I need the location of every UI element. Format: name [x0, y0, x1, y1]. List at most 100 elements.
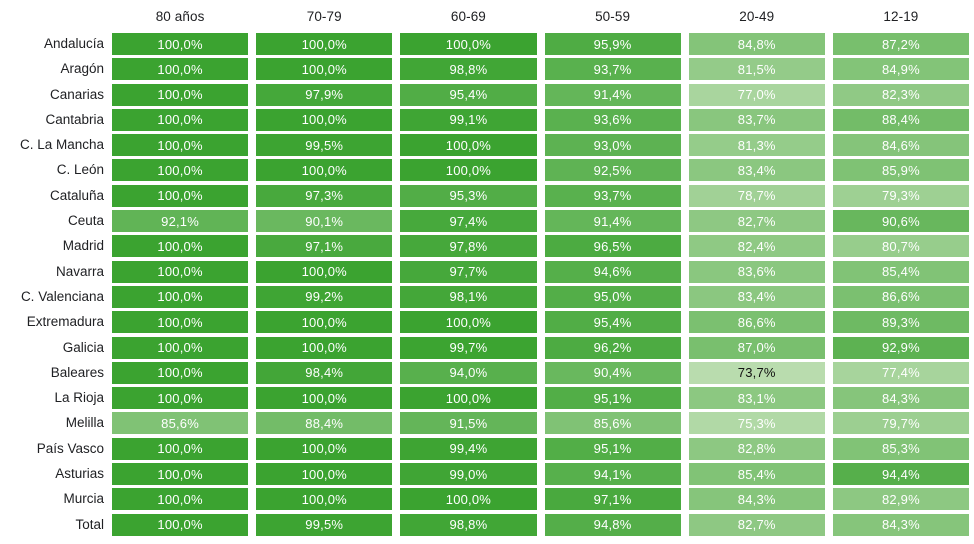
heatmap-cell: 95,4% — [544, 311, 681, 334]
heatmap-cell: 100,0% — [256, 437, 393, 460]
heatmap-cell: 100,0% — [256, 159, 393, 182]
heatmap-cell: 100,0% — [112, 159, 249, 182]
heatmap-cell: 91,5% — [400, 412, 537, 435]
table-row: Andalucía 100,0% 100,0% 100,0% 95,9% 84,8% 87,… — [0, 33, 969, 55]
heatmap-cell: 85,6% — [544, 412, 681, 435]
heatmap-cell: 97,4% — [400, 210, 537, 233]
table-row: C. León 100,0% 100,0% 100,0% 92,5% 83,4% 85,9% — [0, 159, 969, 182]
row-label: Asturias — [55, 466, 104, 482]
heatmap-cell: 100,0% — [112, 285, 249, 308]
heatmap-cell: 96,5% — [544, 235, 681, 258]
heatmap-cell: 97,1% — [256, 235, 393, 258]
heatmap-cell: 95,1% — [544, 387, 681, 410]
heatmap-cell: 100,0% — [256, 336, 393, 359]
heatmap-cell: 100,0% — [256, 33, 393, 55]
column-header-4: 50-59 — [595, 9, 631, 24]
heatmap-cell: 100,0% — [400, 311, 537, 334]
heatmap-cell: 94,0% — [400, 361, 537, 384]
table-row: Baleares 100,0% 98,4% 94,0% 90,4% 73,7% 77,4% — [0, 361, 969, 384]
heatmap-cell: 100,0% — [256, 58, 393, 81]
heatmap-cell: 100,0% — [112, 83, 249, 106]
heatmap-cell: 94,8% — [544, 513, 681, 536]
heatmap-cell: 99,7% — [400, 336, 537, 359]
row-label: C. León — [56, 162, 104, 178]
heatmap-cell: 88,4% — [256, 412, 393, 435]
heatmap-cell: 99,1% — [400, 108, 537, 131]
heatmap-cell: 98,1% — [400, 285, 537, 308]
heatmap-cell: 96,2% — [544, 336, 681, 359]
heatmap-cell: 100,0% — [112, 437, 249, 460]
row-label: Navarra — [55, 263, 104, 279]
heatmap-cell: 86,6% — [832, 285, 969, 308]
heatmap-cell: 100,0% — [112, 513, 249, 536]
heatmap-cell: 100,0% — [112, 336, 249, 359]
column-header-2: 70-79 — [306, 9, 342, 24]
heatmap-cell: 84,8% — [688, 33, 825, 55]
heatmap-cell: 100,0% — [112, 488, 249, 511]
table-row: Asturias 100,0% 100,0% 99,0% 94,1% 85,4% 94,4% — [0, 463, 969, 486]
heatmap-cell: 85,6% — [112, 412, 249, 435]
heatmap-cell: 93,7% — [544, 58, 681, 81]
heatmap-cell: 95,9% — [544, 33, 681, 55]
heatmap-cell: 90,4% — [544, 361, 681, 384]
column-header-5: 20-49 — [739, 9, 775, 24]
heatmap-body: Andalucía 100,0% 100,0% 100,0% 95,9% 84,8% 87,… — [0, 33, 969, 536]
heatmap-cell: 100,0% — [112, 134, 249, 157]
heatmap-cell: 100,0% — [256, 108, 393, 131]
table-row: La Rioja 100,0% 100,0% 100,0% 95,1% 83,1% 84,3… — [0, 387, 969, 410]
table-row: Navarra 100,0% 100,0% 97,7% 94,6% 83,6% 85,4% — [0, 260, 969, 283]
heatmap-cell: 84,9% — [832, 58, 969, 81]
heatmap-cell: 100,0% — [256, 463, 393, 486]
heatmap-cell: 98,8% — [400, 58, 537, 81]
heatmap-cell: 100,0% — [112, 361, 249, 384]
heatmap-cell: 83,4% — [688, 285, 825, 308]
heatmap-cell: 100,0% — [400, 134, 537, 157]
heatmap-cell: 99,5% — [256, 134, 393, 157]
heatmap-cell: 79,7% — [832, 412, 969, 435]
heatmap-cell: 82,9% — [832, 488, 969, 511]
heatmap-cell: 87,2% — [832, 33, 969, 55]
heatmap-cell: 99,0% — [400, 463, 537, 486]
heatmap-cell: 85,4% — [688, 463, 825, 486]
heatmap-cell: 100,0% — [112, 463, 249, 486]
heatmap-cell: 83,1% — [688, 387, 825, 410]
table-row: Extremadura 100,0% 100,0% 100,0% 95,4% 86,6% 8… — [0, 311, 969, 334]
table-row: Ceuta 92,1% 90,1% 97,4% 91,4% 82,7% 90,6% — [0, 210, 969, 233]
row-label: Madrid — [62, 238, 104, 254]
row-label: Aragón — [60, 61, 104, 77]
heatmap-cell: 100,0% — [400, 488, 537, 511]
heatmap-cell: 82,7% — [688, 210, 825, 233]
row-label: Melilla — [65, 415, 104, 431]
heatmap-cell: 99,2% — [256, 285, 393, 308]
table-row: C. Valenciana 100,0% 99,2% 98,1% 95,0% 83,4% 8… — [0, 285, 969, 308]
heatmap-cell: 78,7% — [688, 184, 825, 207]
heatmap-cell: 93,7% — [544, 184, 681, 207]
row-label: Total — [75, 516, 104, 532]
heatmap-cell: 95,3% — [400, 184, 537, 207]
heatmap-cell: 89,3% — [832, 311, 969, 334]
row-label: Galicia — [62, 339, 104, 355]
heatmap-cell: 93,6% — [544, 108, 681, 131]
heatmap-cell: 83,7% — [688, 108, 825, 131]
heatmap-cell: 92,5% — [544, 159, 681, 182]
heatmap-cell: 90,1% — [256, 210, 393, 233]
row-label: Baleares — [50, 364, 104, 380]
heatmap-cell: 86,6% — [688, 311, 825, 334]
heatmap-cell: 84,3% — [688, 488, 825, 511]
heatmap-cell: 82,8% — [688, 437, 825, 460]
heatmap-cell: 92,9% — [832, 336, 969, 359]
heatmap-cell: 94,4% — [832, 463, 969, 486]
heatmap-cell: 100,0% — [400, 159, 537, 182]
heatmap-cell: 95,0% — [544, 285, 681, 308]
heatmap-cell: 97,3% — [256, 184, 393, 207]
heatmap-cell: 90,6% — [832, 210, 969, 233]
heatmap-cell: 97,9% — [256, 83, 393, 106]
row-label: Cataluña — [49, 187, 104, 203]
heatmap-cell: 93,0% — [544, 134, 681, 157]
table-row: Murcia 100,0% 100,0% 100,0% 97,1% 84,3% 82,9% — [0, 488, 969, 511]
column-header-1: 80 años — [155, 9, 205, 24]
heatmap-cell: 100,0% — [112, 33, 249, 55]
table-row: País Vasco 100,0% 100,0% 99,4% 95,1% 82,8% 85,… — [0, 437, 969, 460]
heatmap-cell: 100,0% — [256, 260, 393, 283]
